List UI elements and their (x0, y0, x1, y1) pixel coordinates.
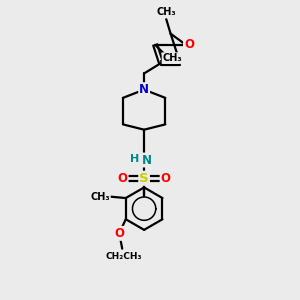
Text: CH₃: CH₃ (90, 192, 110, 202)
Text: S: S (139, 172, 149, 185)
Text: O: O (160, 172, 171, 185)
Text: CH₃: CH₃ (156, 8, 176, 17)
Text: N: N (139, 83, 149, 96)
Text: N: N (142, 154, 152, 166)
Text: CH₂CH₃: CH₂CH₃ (105, 252, 142, 261)
Text: O: O (118, 172, 128, 185)
Text: H: H (130, 154, 139, 164)
Text: CH₃: CH₃ (163, 53, 182, 63)
Text: O: O (184, 38, 194, 51)
Text: O: O (114, 227, 124, 240)
